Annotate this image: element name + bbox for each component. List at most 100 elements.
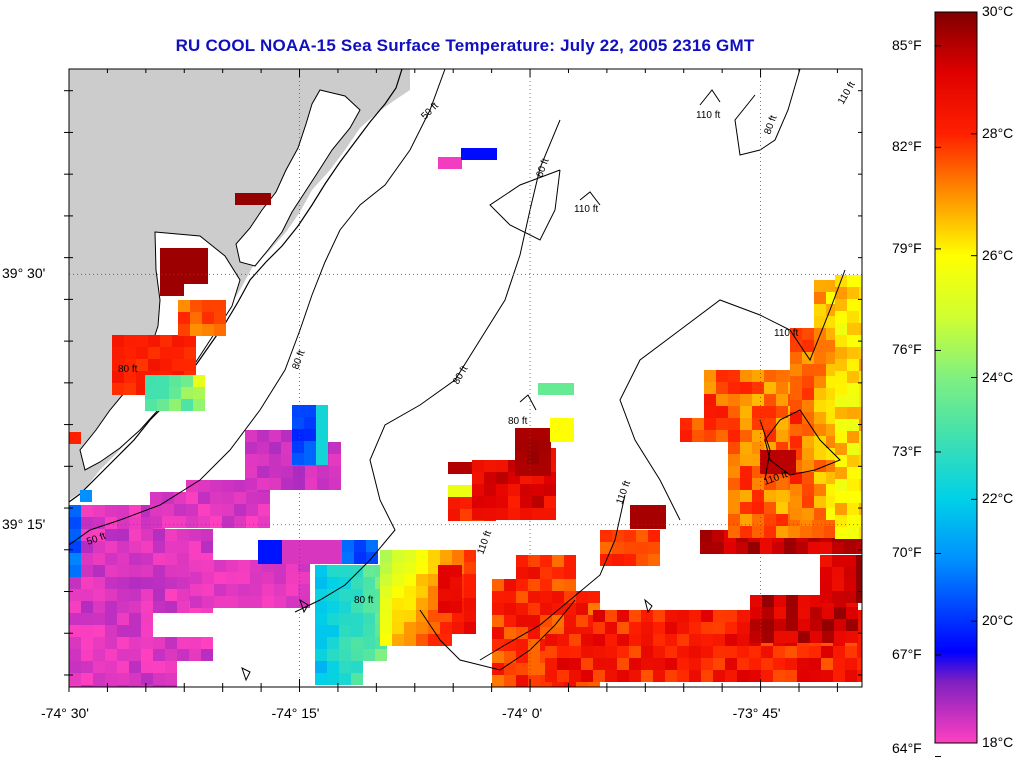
sst-pixel bbox=[624, 554, 636, 566]
sst-pixel bbox=[752, 490, 764, 502]
sst-pixel bbox=[550, 383, 562, 395]
sst-pixel bbox=[752, 382, 764, 394]
sst-pixel bbox=[665, 658, 677, 670]
sst-pixel bbox=[814, 436, 826, 448]
sst-pixel bbox=[210, 504, 222, 516]
sst-pixel bbox=[484, 460, 496, 472]
sst-pixel bbox=[69, 517, 81, 529]
sst-pixel bbox=[552, 555, 564, 567]
sst-pixel bbox=[581, 646, 593, 658]
sst-pixel bbox=[150, 504, 162, 516]
sst-pixel bbox=[712, 542, 724, 554]
sst-pixel bbox=[847, 299, 859, 311]
sst-pixel bbox=[214, 560, 226, 572]
sst-pixel bbox=[129, 553, 141, 565]
sst-pixel bbox=[701, 610, 713, 622]
sst-pixel bbox=[802, 328, 814, 340]
sst-pixel bbox=[258, 516, 270, 528]
sst-pixel bbox=[129, 529, 141, 541]
sst-pixel bbox=[214, 300, 226, 312]
sst-pixel bbox=[210, 516, 222, 528]
sst-pixel bbox=[460, 497, 472, 509]
sst-pixels bbox=[69, 148, 905, 687]
sst-pixel bbox=[764, 526, 776, 538]
sst-pixel bbox=[129, 673, 141, 685]
sst-pixel bbox=[105, 505, 117, 517]
sst-pixel bbox=[893, 610, 905, 622]
sst-pixel bbox=[416, 634, 428, 646]
sst-pixel bbox=[177, 529, 189, 541]
sst-pixel bbox=[528, 663, 540, 675]
sst-pixel bbox=[484, 508, 496, 520]
sst-pixel bbox=[701, 658, 713, 670]
sst-pixel bbox=[492, 627, 504, 639]
sst-pixel bbox=[713, 646, 725, 658]
sst-pixel bbox=[835, 419, 847, 431]
sst-pixel bbox=[177, 637, 189, 649]
sst-pixel bbox=[81, 529, 93, 541]
sst-pixel bbox=[177, 589, 189, 601]
sst-pixel bbox=[797, 646, 809, 658]
sst-pixel bbox=[124, 383, 136, 395]
sst-pixel bbox=[617, 658, 629, 670]
sst-pixel bbox=[81, 613, 93, 625]
sst-pixel bbox=[802, 388, 814, 400]
sst-pixel bbox=[262, 596, 274, 608]
sst-pixel bbox=[150, 492, 162, 504]
sst-pixel bbox=[165, 553, 177, 565]
sst-pixel bbox=[327, 601, 339, 613]
sst-pixel bbox=[124, 335, 136, 347]
sst-pixel bbox=[165, 649, 177, 661]
sst-pixel bbox=[802, 424, 814, 436]
sst-pixel bbox=[165, 589, 177, 601]
sst-pixel bbox=[327, 649, 339, 661]
sst-pixel bbox=[472, 496, 484, 508]
sst-pixel bbox=[450, 565, 462, 577]
sst-pixel bbox=[141, 685, 153, 687]
sst-pixel bbox=[186, 504, 198, 516]
sst-pixel bbox=[245, 442, 257, 454]
sst-pixel bbox=[515, 428, 527, 440]
sst-pixel bbox=[653, 646, 665, 658]
sst-pixel bbox=[246, 492, 258, 504]
sst-pixel bbox=[153, 601, 165, 613]
sst-pixel bbox=[315, 649, 327, 661]
sst-pixel bbox=[380, 550, 392, 562]
sst-pixel bbox=[316, 417, 328, 429]
sst-pixel bbox=[776, 406, 788, 418]
sst-pixel bbox=[274, 596, 286, 608]
sst-pixel bbox=[784, 450, 796, 462]
sst-pixel bbox=[196, 272, 208, 284]
sst-pixel bbox=[859, 443, 862, 455]
sst-pixel bbox=[504, 615, 516, 627]
sst-pixel bbox=[496, 508, 508, 520]
sst-pixel bbox=[740, 394, 752, 406]
sst-pixel bbox=[800, 526, 812, 538]
longitude-label: -73° 45' bbox=[732, 705, 781, 721]
sst-pixel bbox=[856, 579, 862, 591]
colorbar-label-celsius: 28°C bbox=[982, 124, 1014, 141]
sst-pixel bbox=[292, 429, 304, 441]
sst-pixel bbox=[165, 601, 177, 613]
sst-pixel bbox=[93, 541, 105, 553]
sst-pixel bbox=[552, 579, 564, 591]
sst-pixel bbox=[438, 601, 450, 613]
sst-pixel bbox=[93, 685, 105, 687]
sst-pixel bbox=[728, 466, 740, 478]
sst-pixel bbox=[129, 601, 141, 613]
sst-pixel bbox=[564, 603, 576, 615]
sst-pixel bbox=[165, 637, 177, 649]
sst-pixel bbox=[281, 454, 293, 466]
shoreline bbox=[69, 69, 403, 503]
sst-pixel bbox=[169, 375, 181, 387]
sst-pixel bbox=[504, 579, 516, 591]
sst-pixel bbox=[814, 316, 826, 328]
sst-pixel bbox=[834, 607, 846, 619]
sst-pixel bbox=[797, 670, 809, 682]
sst-pixel bbox=[201, 541, 213, 553]
sst-pixel bbox=[752, 514, 764, 526]
sst-pixel bbox=[641, 670, 653, 682]
sst-pixel bbox=[835, 503, 847, 515]
sst-pixel bbox=[210, 480, 222, 492]
sst-pixel bbox=[342, 552, 354, 564]
